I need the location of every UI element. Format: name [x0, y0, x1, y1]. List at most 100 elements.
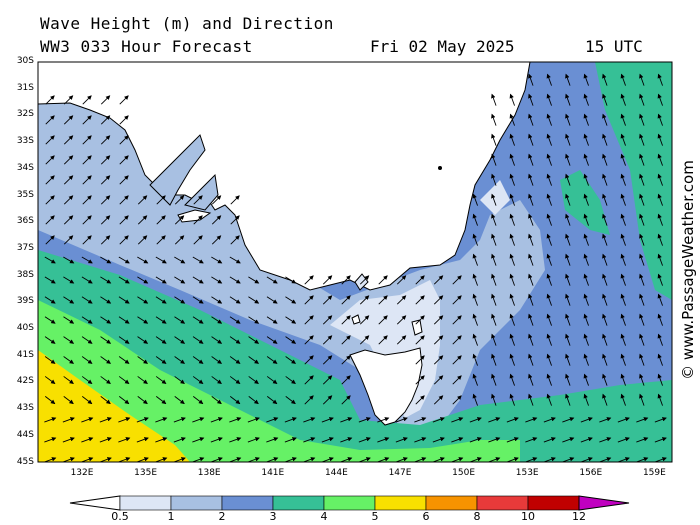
direction-arrow	[44, 356, 56, 364]
direction-arrow	[469, 417, 482, 423]
lat-label-44S: 44S	[16, 429, 34, 440]
mainland-land	[38, 62, 531, 291]
direction-arrow	[580, 417, 593, 423]
direction-arrow	[192, 457, 205, 462]
direction-arrow	[174, 336, 186, 344]
direction-arrow	[395, 437, 408, 443]
direction-arrow	[657, 173, 663, 186]
direction-arrow	[377, 437, 390, 443]
direction-arrow	[636, 417, 649, 423]
direction-arrow	[639, 113, 645, 126]
direction-arrow	[192, 316, 204, 324]
direction-arrow	[44, 276, 56, 284]
direction-arrow	[285, 316, 297, 324]
direction-arrow	[583, 313, 589, 326]
legend-label: 8	[473, 510, 481, 523]
direction-arrow	[119, 135, 129, 145]
direction-arrow	[82, 115, 92, 125]
direction-arrow	[565, 233, 571, 246]
direction-arrow	[509, 313, 515, 326]
direction-arrow	[415, 295, 425, 305]
direction-arrow	[44, 336, 56, 344]
direction-arrow	[82, 215, 92, 225]
lat-label-33S: 33S	[16, 136, 34, 147]
direction-arrow	[433, 275, 444, 285]
lat-label-45S: 45S	[16, 456, 34, 467]
direction-arrow	[602, 393, 608, 406]
direction-arrow	[229, 316, 241, 324]
direction-arrow	[395, 457, 408, 462]
direction-arrow	[119, 215, 129, 225]
sea-teal-east	[595, 62, 672, 300]
direction-arrow	[174, 276, 186, 284]
direction-arrow	[491, 373, 497, 386]
direction-arrow	[546, 133, 552, 146]
direction-arrow	[118, 256, 130, 264]
direction-arrow	[230, 215, 240, 225]
direction-arrow	[377, 417, 390, 423]
direction-arrow	[284, 417, 297, 423]
legend-label: 1	[167, 510, 175, 523]
direction-arrow	[599, 457, 612, 462]
direction-arrow	[341, 355, 351, 365]
lon-label-138E: 138E	[197, 468, 221, 478]
direction-arrow	[415, 375, 425, 385]
direction-arrow	[192, 417, 205, 423]
direction-arrow	[82, 195, 92, 205]
direction-arrow	[509, 93, 515, 106]
direction-arrow	[543, 437, 556, 443]
direction-arrow	[491, 333, 497, 346]
direction-arrow	[63, 195, 74, 205]
direction-arrow	[620, 313, 626, 326]
direction-arrow	[229, 457, 242, 462]
model-line: WW3 033 Hour Forecast	[40, 37, 253, 56]
direction-arrow	[45, 175, 55, 185]
direction-arrow	[304, 275, 314, 285]
direction-arrow	[433, 395, 444, 405]
legend-swatch	[323, 495, 376, 511]
direction-arrow	[433, 355, 444, 365]
direction-arrow	[472, 313, 478, 326]
direction-arrow	[155, 316, 167, 324]
direction-arrow	[266, 457, 279, 462]
direction-arrow	[639, 173, 645, 186]
direction-arrow	[657, 233, 663, 246]
direction-arrow	[63, 115, 74, 125]
direction-arrow	[100, 256, 112, 264]
direction-arrow	[304, 315, 314, 325]
direction-arrow	[44, 296, 56, 304]
direction-arrow	[583, 153, 589, 166]
direction-arrow	[452, 315, 462, 325]
direction-arrow	[639, 153, 645, 166]
direction-arrow	[654, 437, 667, 443]
legend-label: 4	[320, 510, 328, 523]
flinders-island	[411, 319, 423, 336]
direction-arrow	[528, 213, 534, 226]
sea-teal-east-patch	[560, 170, 610, 235]
direction-arrow	[321, 437, 334, 443]
direction-arrow	[546, 233, 552, 246]
direction-arrow	[469, 437, 482, 443]
direction-arrow	[617, 417, 630, 423]
direction-arrow	[546, 193, 552, 206]
direction-arrow	[620, 73, 626, 86]
direction-arrows	[44, 73, 667, 462]
direction-arrow	[639, 73, 645, 86]
legend-swatch	[476, 495, 529, 511]
direction-arrow	[63, 276, 75, 284]
direction-arrow	[432, 417, 445, 423]
legend-swatch	[374, 495, 427, 511]
direction-arrow	[620, 393, 626, 406]
direction-arrow	[137, 376, 148, 385]
direction-arrow	[63, 256, 75, 264]
direction-arrow	[639, 373, 645, 386]
direction-arrow	[657, 153, 663, 166]
direction-arrow	[100, 395, 111, 405]
direction-arrow	[304, 295, 314, 305]
direction-arrow	[229, 376, 241, 385]
direction-arrow	[528, 173, 534, 186]
direction-arrow	[193, 195, 203, 205]
direction-arrow	[358, 417, 371, 423]
direction-arrow	[452, 355, 462, 365]
sea-green-band	[38, 300, 520, 462]
